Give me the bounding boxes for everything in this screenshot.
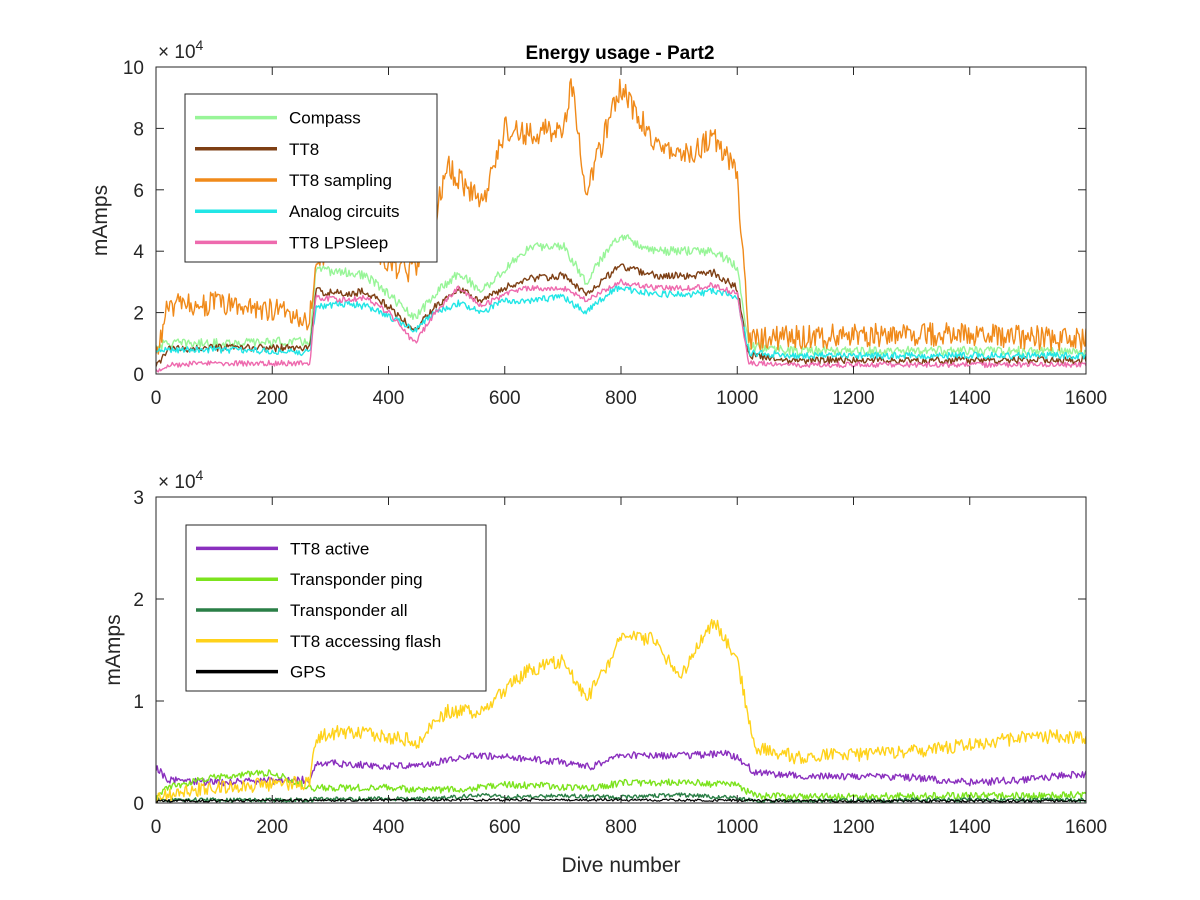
y-tick-label: 10 bbox=[123, 58, 144, 79]
x-tick-label: 600 bbox=[489, 817, 521, 838]
legend-entry: TT8 active bbox=[290, 539, 369, 558]
ticks-top: 0 200 400 600 800 1000 1200 1400 1600 0 2 4 6 8 10 bbox=[123, 58, 1107, 409]
y-axis-label-bottom: mAmps bbox=[102, 614, 125, 685]
y-tick-label: 8 bbox=[133, 119, 144, 140]
y-exponent-top: × 104 bbox=[158, 37, 204, 63]
chart-top: 0 200 400 600 800 1000 1200 1400 1600 0 2 4 6 8 10 × 1… bbox=[89, 37, 1107, 409]
y-tick-label: 0 bbox=[133, 365, 144, 386]
y-exponent-bottom: × 104 bbox=[158, 467, 204, 493]
y-exponent-base-top: × 10 bbox=[158, 42, 196, 63]
legend-entry: TT8 LPSleep bbox=[289, 233, 388, 252]
x-tick-label: 1200 bbox=[832, 817, 874, 838]
y-exponent-power-top: 4 bbox=[196, 37, 204, 53]
x-tick-label: 0 bbox=[151, 817, 162, 838]
legend-entry: Analog circuits bbox=[289, 202, 400, 221]
x-tick-label: 800 bbox=[605, 817, 637, 838]
x-tick-label: 1400 bbox=[949, 388, 991, 409]
legend-box bbox=[185, 524, 487, 692]
x-axis-label-bottom: Dive number bbox=[561, 854, 680, 877]
legend-entry: TT8 bbox=[289, 140, 319, 159]
x-tick-label: 400 bbox=[373, 388, 405, 409]
x-tick-label: 400 bbox=[373, 817, 405, 838]
series-line-compass bbox=[156, 234, 1086, 358]
x-tick-label: 600 bbox=[489, 388, 521, 409]
x-tick-label: 1200 bbox=[832, 388, 874, 409]
x-tick-label: 800 bbox=[605, 388, 637, 409]
legend-entry: Compass bbox=[289, 109, 361, 128]
x-tick-label: 1600 bbox=[1065, 388, 1107, 409]
y-tick-label: 0 bbox=[133, 794, 144, 815]
series-line-tt8-lpsleep bbox=[156, 278, 1086, 373]
y-tick-label: 2 bbox=[133, 590, 144, 611]
series-line-transponder-ping bbox=[156, 769, 1086, 802]
series-line-tt8-sampling bbox=[156, 78, 1086, 355]
y-tick-label: 3 bbox=[133, 488, 144, 509]
y-tick-label: 6 bbox=[133, 181, 144, 202]
ticks-bottom: 0 200 400 600 800 1000 1200 1400 1600 0 1 2 3 bbox=[133, 488, 1107, 838]
legend-entry: TT8 sampling bbox=[289, 171, 392, 190]
x-tick-label: 200 bbox=[256, 817, 288, 838]
x-tick-label: 1600 bbox=[1065, 817, 1107, 838]
y-tick-label: 1 bbox=[133, 692, 144, 713]
legend-box bbox=[184, 93, 438, 263]
x-tick-label: 200 bbox=[256, 388, 288, 409]
x-tick-label: 0 bbox=[151, 388, 162, 409]
x-tick-label: 1000 bbox=[716, 388, 758, 409]
chart-title: Energy usage - Part2 bbox=[525, 43, 714, 64]
y-tick-label: 2 bbox=[133, 304, 144, 325]
y-exponent-base-bottom: × 10 bbox=[158, 472, 196, 493]
y-axis-label-top: mAmps bbox=[89, 185, 112, 256]
series-line-tt8-accessing-flash bbox=[156, 618, 1086, 803]
legend-top: Compass TT8 TT8 sampling Analog circuits TT8… bbox=[184, 93, 438, 263]
x-tick-label: 1000 bbox=[716, 817, 758, 838]
legend-entry: GPS bbox=[290, 663, 326, 682]
x-tick-label: 1400 bbox=[949, 817, 991, 838]
legend-entry: TT8 accessing flash bbox=[290, 632, 441, 651]
y-exponent-power-bottom: 4 bbox=[196, 467, 204, 483]
series-lines-top bbox=[156, 78, 1086, 373]
legend-bottom: TT8 active Transponder ping Transponder al… bbox=[185, 524, 487, 692]
legend-entry: Transponder ping bbox=[290, 570, 423, 589]
legend-entry: Transponder all bbox=[290, 601, 408, 620]
y-tick-label: 4 bbox=[133, 242, 144, 263]
